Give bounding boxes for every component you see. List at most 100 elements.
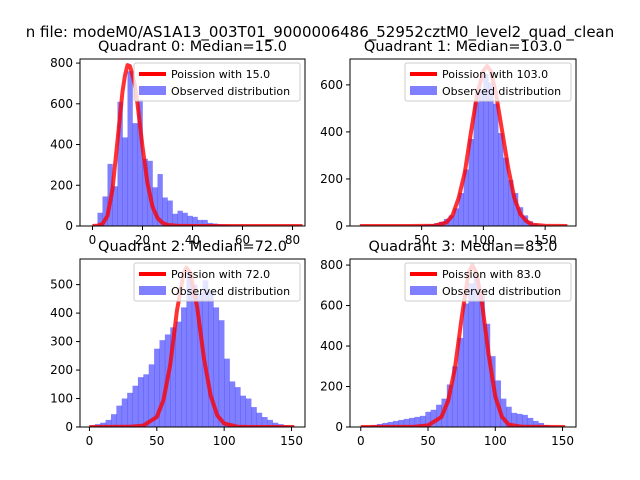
y-tick-label: 0 [335, 420, 343, 434]
histogram-bar [234, 387, 241, 427]
legend-histogram-swatch [139, 286, 166, 295]
histogram-bar [393, 420, 399, 427]
subplot-title: Quadrant 0: Median=15.0 [98, 39, 287, 55]
histogram-bar [457, 337, 464, 427]
y-tick-label: 0 [335, 219, 343, 233]
histogram-bar [202, 280, 209, 427]
axes-frame [349, 258, 577, 428]
y-tick-label: 300 [50, 335, 73, 349]
histogram-bar [175, 321, 182, 427]
histogram-bar [197, 293, 203, 427]
histogram-bar [256, 412, 263, 427]
histogram-bar [251, 407, 257, 427]
histogram-bar [197, 219, 203, 226]
y-tick-label: 200 [320, 380, 343, 394]
histogram-bar [409, 417, 415, 427]
legend-histogram-label: Observed distribution [171, 85, 290, 98]
histogram-bar [117, 101, 123, 226]
histogram-bar [202, 219, 208, 226]
y-tick-label: 200 [50, 178, 73, 192]
histogram-bar [127, 392, 133, 427]
histogram-bar [170, 327, 176, 427]
histogram-bar [452, 366, 458, 427]
histogram-bar [468, 138, 474, 226]
legend-box [404, 262, 572, 302]
legend: Poission with 103.0 Observed distribution [404, 62, 572, 102]
histogram-bar [272, 422, 279, 427]
histogram-bar [387, 421, 394, 427]
histogram-bar [522, 414, 528, 427]
y-tick-label: 200 [320, 172, 343, 186]
legend-histogram-swatch [139, 86, 166, 95]
histogram-bar [511, 412, 518, 427]
histogram-bar [192, 216, 198, 226]
histogram-bar [240, 395, 247, 427]
y-tick-label: 200 [50, 363, 73, 377]
histogram-bar [132, 385, 139, 427]
legend-poisson-label: Poission with 15.0 [171, 68, 270, 81]
histogram-bar [186, 271, 193, 427]
histogram-bar [245, 398, 252, 427]
figure-suptitle: n file: modeM0/AS1A13_003T01_9000006486_… [26, 23, 615, 42]
histogram-bar [172, 213, 178, 226]
histogram-bar [207, 290, 214, 427]
histogram-bar [112, 186, 118, 226]
subplot-title: Quadrant 1: Median=103.0 [364, 39, 562, 55]
legend-histogram-label: Observed distribution [171, 285, 290, 298]
axes-frame [349, 58, 577, 227]
legend-box [404, 62, 572, 102]
legend-histogram-label: Observed distribution [442, 285, 561, 298]
histogram-bar [473, 277, 480, 427]
histogram-bar [127, 71, 133, 226]
y-tick-label: 800 [320, 258, 343, 272]
histogram-bar [152, 187, 158, 226]
histogram-bar [446, 384, 453, 427]
histogram-bar [473, 102, 479, 226]
histogram-bar [500, 398, 507, 427]
subplot-quadrant-1: 50 100 150 0 200 400 600 Quadrant 1: Median=103… [320, 39, 577, 247]
axes-frame [79, 258, 306, 428]
x-tick-label: 80 [285, 233, 300, 247]
histogram-bar [488, 82, 494, 226]
legend-box [133, 262, 301, 302]
histogram-bar [448, 215, 455, 226]
histogram-bar [110, 414, 117, 427]
histogram-bar [142, 158, 148, 226]
histogram-bar [414, 416, 421, 427]
histogram-bar [458, 193, 464, 226]
x-tick-label: 50 [414, 233, 429, 247]
y-tick-label: 600 [320, 299, 343, 313]
legend-poisson-label: Poission with 83.0 [442, 268, 541, 281]
histogram-bar [154, 348, 160, 427]
legend: Poission with 15.0 Observed distribution [133, 62, 301, 102]
histogram-bar [503, 157, 509, 226]
histogram-bar [425, 411, 432, 427]
histogram-bar [100, 422, 106, 427]
histogram-bar [159, 340, 166, 427]
y-tick-label: 600 [320, 78, 343, 92]
histogram-bar [137, 99, 143, 226]
histogram-bar [453, 208, 459, 226]
histogram-bar [116, 405, 123, 427]
histogram-bar [218, 320, 225, 427]
legend: Poission with 83.0 Observed distribution [404, 262, 572, 302]
y-tick-label: 0 [65, 219, 73, 233]
histogram-bar [122, 137, 128, 226]
subplot-title: Quadrant 3: Median=83.0 [369, 239, 558, 255]
y-tick-label: 400 [320, 125, 343, 139]
x-tick-label: 50 [420, 434, 435, 448]
legend-poisson-label: Poission with 103.0 [442, 68, 548, 81]
histogram-bar [419, 415, 426, 427]
histogram-bar [513, 193, 519, 226]
legend-histogram-swatch [410, 286, 437, 295]
x-tick-label: 150 [534, 233, 557, 247]
histogram-bar [148, 364, 155, 427]
x-tick-label: 150 [280, 434, 303, 448]
legend-box [133, 62, 301, 102]
y-tick-label: 400 [320, 339, 343, 353]
histogram-bar [498, 133, 504, 226]
x-tick-label: 60 [235, 233, 250, 247]
